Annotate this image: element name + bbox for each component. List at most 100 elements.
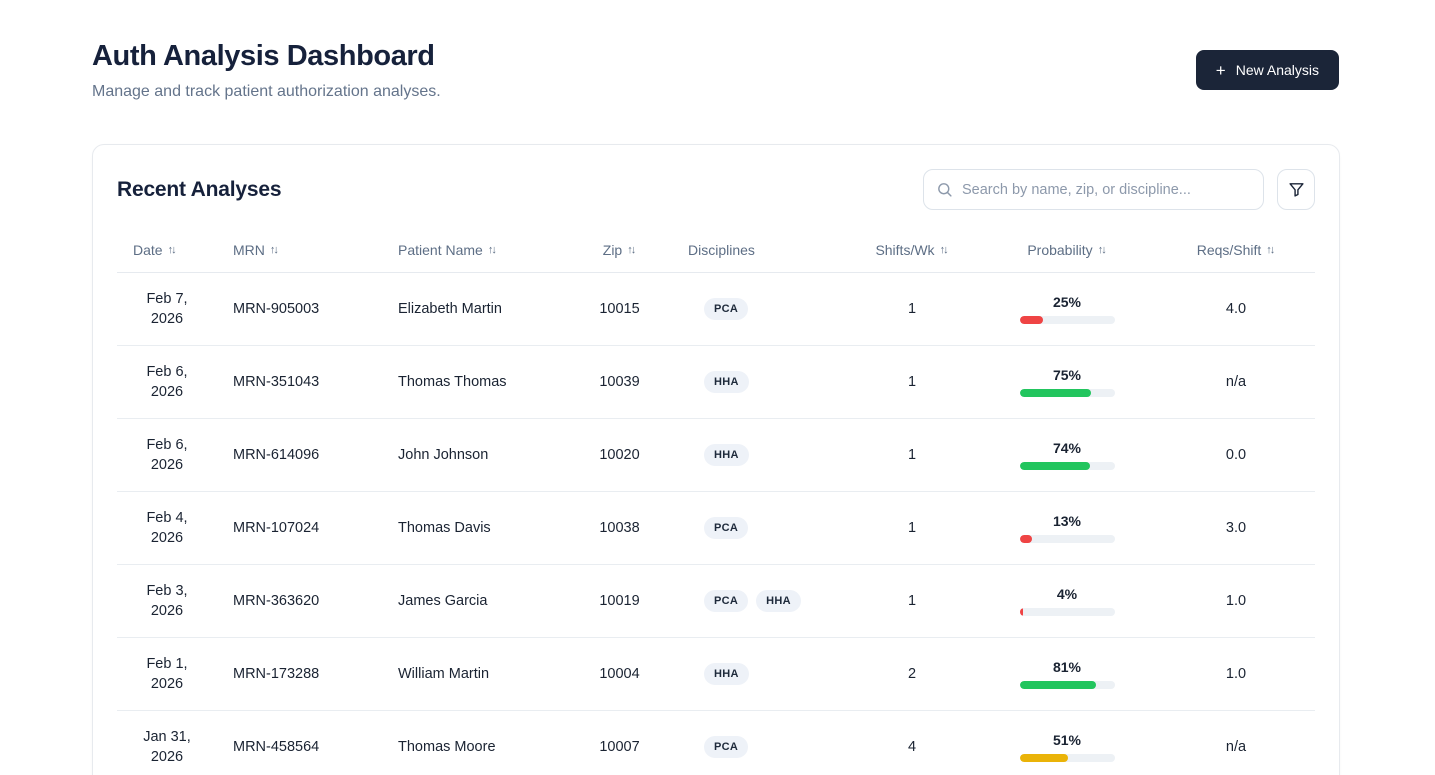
disciplines-cell: HHA — [672, 638, 847, 710]
sort-icon: ↑↓ — [1097, 244, 1107, 256]
search-input[interactable] — [923, 169, 1264, 210]
probability-bar-fill — [1019, 462, 1090, 470]
patient-name-cell: John Johnson — [382, 419, 567, 491]
column-header-probability[interactable]: Probability ↑↓ — [977, 236, 1157, 272]
date-cell: Feb 1, 2026 — [117, 638, 217, 710]
reqs-value: 1.0 — [1225, 666, 1247, 682]
table-row[interactable]: Feb 1, 2026 MRN-173288 William Martin 10004 H… — [117, 638, 1315, 711]
table-header-row: Date ↑↓ MRN ↑↓ Patient Name ↑↓ Zip ↑↓ Discipline… — [117, 236, 1315, 273]
table-row[interactable]: Feb 4, 2026 MRN-107024 Thomas Davis 10038 PCA… — [117, 492, 1315, 565]
probability-value: 75% — [1052, 367, 1082, 383]
zip-cell: 10015 — [567, 273, 672, 345]
mrn-value: MRN-905003 — [233, 301, 320, 317]
mrn-cell: MRN-905003 — [217, 273, 382, 345]
column-label: Date — [133, 242, 163, 258]
probability-cell: 13% — [977, 492, 1157, 564]
date-line1: Feb 1, — [146, 656, 188, 672]
recent-analyses-card: Recent Analyses Date ↑↓ MRN ↑↓ Patient Name ↑… — [92, 144, 1340, 775]
new-analysis-button[interactable]: + New Analysis — [1195, 50, 1339, 90]
probability-bar-track — [1019, 754, 1115, 762]
reqs-value: 4.0 — [1225, 301, 1247, 317]
zip-cell: 10007 — [567, 711, 672, 775]
reqs-cell: 4.0 — [1157, 273, 1315, 345]
shifts-cell: 4 — [847, 711, 977, 775]
zip-value: 10004 — [599, 666, 640, 682]
table-row[interactable]: Feb 7, 2026 MRN-905003 Elizabeth Martin 1001… — [117, 273, 1315, 346]
shifts-value: 1 — [907, 520, 917, 536]
shifts-value: 4 — [907, 739, 917, 755]
date-line2: 2026 — [150, 676, 184, 692]
probability-value: 25% — [1052, 294, 1082, 310]
mrn-value: MRN-363620 — [233, 593, 320, 609]
table-row[interactable]: Feb 6, 2026 MRN-351043 Thomas Thomas 10039 HH… — [117, 346, 1315, 419]
column-header-patient-name[interactable]: Patient Name ↑↓ — [382, 236, 567, 272]
probability-value: 13% — [1052, 513, 1082, 529]
column-header-shifts-wk[interactable]: Shifts/Wk ↑↓ — [847, 236, 977, 272]
table-row[interactable]: Jan 31, 2026 MRN-458564 Thomas Moore 10007 PC… — [117, 711, 1315, 775]
probability-value: 74% — [1052, 440, 1082, 456]
card-title: Recent Analyses — [117, 177, 282, 201]
discipline-badge: HHA — [704, 371, 749, 393]
shifts-cell: 1 — [847, 346, 977, 418]
patient-name-value: Elizabeth Martin — [398, 301, 502, 317]
discipline-badge: HHA — [704, 444, 749, 466]
search-icon — [938, 183, 952, 197]
probability-cell: 75% — [977, 346, 1157, 418]
column-header-disciplines: Disciplines — [672, 236, 847, 272]
date-line1: Feb 6, — [146, 437, 188, 453]
reqs-value: n/a — [1225, 739, 1247, 755]
zip-value: 10007 — [599, 739, 640, 755]
zip-cell: 10039 — [567, 346, 672, 418]
card-header: Recent Analyses — [117, 169, 1315, 210]
mrn-cell: MRN-107024 — [217, 492, 382, 564]
column-header-date[interactable]: Date ↑↓ — [117, 236, 217, 272]
column-label: Shifts/Wk — [875, 242, 935, 258]
sort-icon: ↑↓ — [627, 244, 636, 256]
date-line2: 2026 — [150, 603, 184, 619]
probability-bar-track — [1019, 389, 1115, 397]
reqs-value: 1.0 — [1225, 593, 1247, 609]
probability-value: 81% — [1052, 659, 1082, 675]
mrn-value: MRN-614096 — [233, 447, 320, 463]
column-header-mrn[interactable]: MRN ↑↓ — [217, 236, 382, 272]
date-cell: Jan 31, 2026 — [117, 711, 217, 775]
zip-cell: 10004 — [567, 638, 672, 710]
column-header-reqs-shift[interactable]: Reqs/Shift ↑↓ — [1157, 236, 1315, 272]
disciplines-cell: PCA — [672, 273, 847, 345]
shifts-value: 1 — [907, 301, 917, 317]
date-line2: 2026 — [150, 311, 184, 327]
disciplines-cell: HHA — [672, 419, 847, 491]
probability-bar-fill — [1019, 608, 1024, 616]
probability-bar-fill — [1019, 681, 1097, 689]
search-container — [923, 169, 1264, 210]
reqs-cell: n/a — [1157, 346, 1315, 418]
date-line1: Feb 6, — [146, 364, 188, 380]
shifts-cell: 1 — [847, 273, 977, 345]
column-label: Zip — [602, 242, 623, 258]
discipline-badge: PCA — [704, 298, 749, 320]
filter-button[interactable] — [1277, 169, 1315, 210]
patient-name-cell: William Martin — [382, 638, 567, 710]
shifts-cell: 1 — [847, 565, 977, 637]
table-row[interactable]: Feb 3, 2026 MRN-363620 James Garcia 10019 PCA… — [117, 565, 1315, 638]
column-header-zip[interactable]: Zip ↑↓ — [567, 236, 672, 272]
discipline-badge: PCA — [704, 590, 749, 612]
probability-bar-fill — [1019, 389, 1091, 397]
patient-name-cell: Elizabeth Martin — [382, 273, 567, 345]
disciplines-cell: PCA HHA — [672, 565, 847, 637]
date-line1: Feb 4, — [146, 510, 188, 526]
reqs-cell: 1.0 — [1157, 565, 1315, 637]
zip-value: 10020 — [599, 447, 640, 463]
discipline-badge: PCA — [704, 517, 749, 539]
probability-bar-track — [1019, 316, 1115, 324]
shifts-value: 1 — [907, 593, 917, 609]
page-header-text: Auth Analysis Dashboard Manage and track… — [92, 40, 441, 101]
probability-bar-fill — [1019, 754, 1068, 762]
shifts-cell: 2 — [847, 638, 977, 710]
date-line1: Feb 7, — [146, 291, 188, 307]
table-row[interactable]: Feb 6, 2026 MRN-614096 John Johnson 10020 HHA… — [117, 419, 1315, 492]
card-tools — [923, 169, 1315, 210]
column-label: Disciplines — [688, 242, 755, 258]
column-label: Patient Name — [398, 242, 483, 258]
probability-value: 51% — [1052, 732, 1082, 748]
